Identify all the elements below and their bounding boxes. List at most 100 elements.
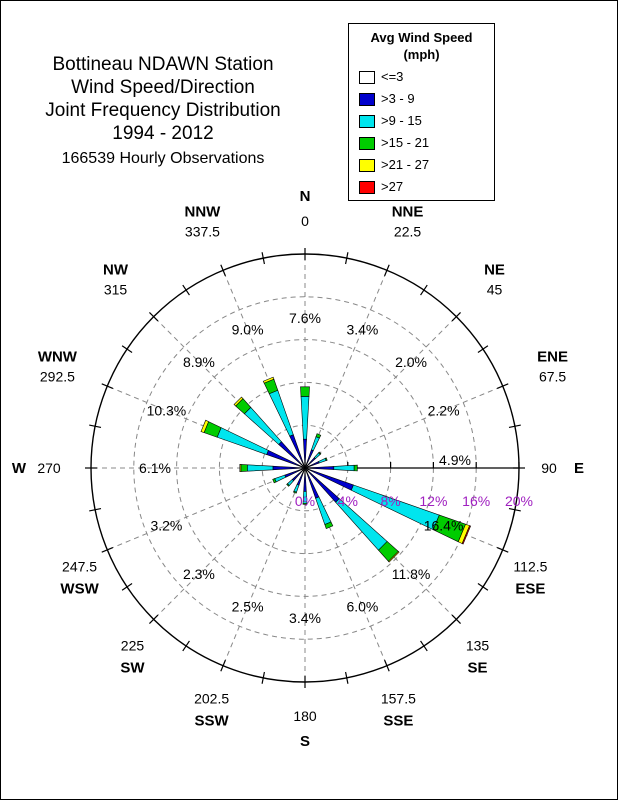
chart-title-line-3: Joint Frequency Distribution (45, 100, 281, 121)
petal-segment (324, 457, 328, 461)
direction-degree-label: 180 (293, 708, 317, 724)
radial-tick-label: 20% (505, 493, 533, 509)
legend-swatch (359, 137, 375, 150)
outer-tick (101, 547, 114, 553)
direction-abbr-label: S (300, 733, 310, 750)
petal-segment (333, 464, 355, 472)
outer-tick (344, 671, 349, 684)
outer-tick (101, 383, 114, 389)
legend-label: <=3 (381, 69, 404, 84)
chart-subtitle: 166539 Hourly Observations (61, 150, 265, 167)
petal-segment (240, 464, 248, 472)
direction-degree-label: 315 (104, 281, 128, 297)
direction-degree-label: 247.5 (62, 558, 97, 574)
outer-tick (121, 583, 133, 591)
outer-tick (261, 252, 266, 265)
outer-tick (89, 424, 102, 429)
direction-abbr-label: SE (468, 660, 488, 677)
direction-total-label: 3.2% (150, 517, 182, 533)
direction-degree-label: 45 (487, 281, 503, 297)
direction-degree-label: 22.5 (394, 223, 421, 239)
outer-tick (261, 671, 266, 684)
direction-total-label: 3.4% (346, 321, 378, 337)
legend-swatch (359, 159, 375, 172)
outer-tick (420, 284, 428, 296)
direction-abbr-label: N (300, 188, 311, 205)
legend-label: >15 - 21 (381, 135, 430, 150)
petal-segment (318, 451, 322, 455)
petal-segment (200, 419, 209, 434)
direction-abbr-label: NE (484, 261, 505, 278)
legend-title-line-1: Avg Wind Speed (370, 30, 473, 45)
direction-abbr-label: ESE (515, 580, 545, 597)
direction-abbr-label: NNW (185, 203, 222, 220)
direction-abbr-label: WSW (60, 580, 99, 597)
grid-spoke (304, 316, 457, 469)
legend: Avg Wind Speed (mph) <=3 >3 - 9 >9 - 15 … (348, 23, 495, 201)
direction-degree-label: 135 (466, 638, 490, 654)
direction-total-label: 11.8% (392, 566, 431, 582)
legend-label: >9 - 15 (381, 113, 422, 128)
direction-total-label: 4.9% (439, 452, 471, 468)
outer-tick (220, 264, 226, 277)
chart-title-line-1: Bottineau NDAWN Station (52, 54, 274, 75)
legend-swatch (359, 93, 375, 106)
outer-tick (220, 659, 226, 672)
direction-total-label: 16.4% (424, 517, 464, 533)
outer-tick (477, 583, 489, 591)
legend-swatch (359, 71, 375, 84)
direction-abbr-label: W (12, 460, 27, 477)
legend-label: >27 (381, 179, 404, 194)
outer-tick (496, 383, 509, 389)
outer-tick (149, 614, 159, 624)
direction-degree-label: 90 (541, 460, 557, 476)
petal-segment (303, 470, 307, 492)
legend-swatch (359, 115, 375, 128)
outer-tick (344, 252, 349, 265)
petal-segment (239, 464, 242, 472)
petal-segment (388, 551, 400, 563)
petal-segment (274, 474, 287, 483)
petal-segment (310, 436, 320, 452)
direction-degree-label: 337.5 (185, 223, 220, 239)
direction-abbr-label: WNW (38, 348, 78, 365)
outer-tick (182, 640, 190, 652)
petal-segment (300, 386, 310, 397)
direction-total-label: 8.9% (183, 354, 215, 370)
radial-tick-label: 12% (419, 493, 447, 509)
outer-tick (420, 640, 428, 652)
grid-spoke (222, 467, 306, 666)
outer-tick (384, 659, 390, 672)
direction-total-label: 2.2% (428, 403, 460, 419)
petal-segment (268, 389, 294, 437)
direction-total-label: 10.3% (147, 403, 187, 419)
legend-label: >21 - 27 (381, 157, 430, 172)
direction-abbr-label: E (574, 460, 584, 477)
direction-abbr-label: NNE (392, 203, 424, 220)
petal-segment (318, 457, 327, 464)
direction-degree-label: 0 (301, 213, 309, 229)
radial-tick-label: 4% (338, 493, 358, 509)
chart-title-line-4: 1994 - 2012 (112, 123, 214, 144)
outer-tick (182, 284, 190, 296)
outer-tick (477, 345, 489, 353)
direction-degree-label: 112.5 (513, 558, 547, 574)
direction-abbr-label: NW (103, 261, 129, 278)
direction-abbr-label: SSE (383, 712, 413, 729)
petal-segment (292, 490, 297, 494)
radial-tick-label: 0% (295, 493, 315, 509)
direction-total-label: 2.3% (183, 566, 215, 582)
petal-segment (293, 484, 300, 493)
outer-tick (451, 614, 461, 624)
grid-spoke (304, 385, 503, 469)
direction-degree-label: 202.5 (194, 690, 229, 706)
direction-degree-label: 292.5 (40, 368, 75, 384)
direction-degree-label: 67.5 (539, 368, 566, 384)
direction-degree-label: 225 (121, 638, 145, 654)
petal-segment (315, 496, 332, 525)
outer-tick (508, 424, 521, 429)
radial-tick-label: 8% (380, 493, 400, 509)
petal-segment (247, 464, 274, 472)
petal-segment (272, 465, 303, 471)
